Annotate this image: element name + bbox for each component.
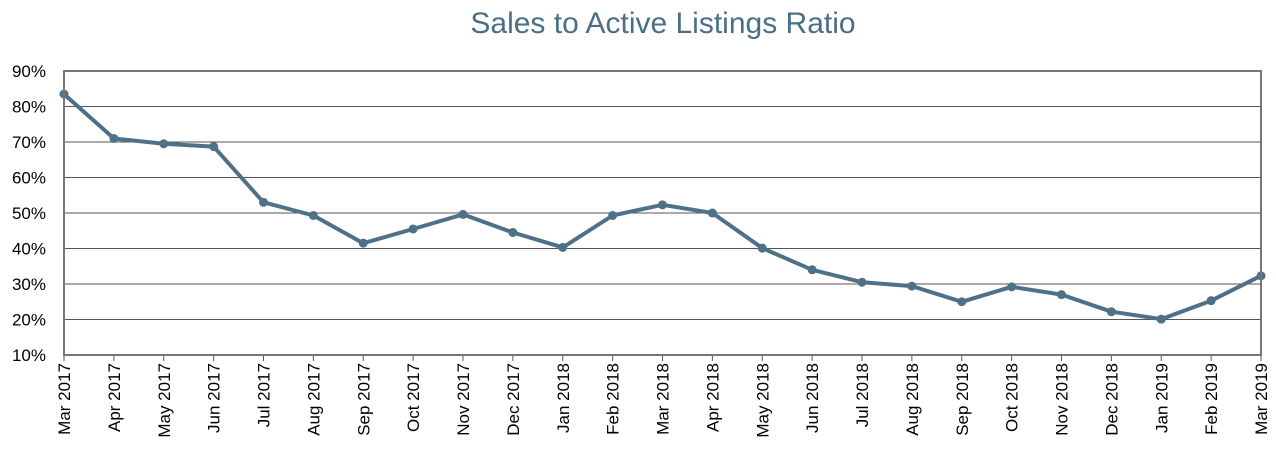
x-tick-label: May 2017 bbox=[155, 363, 174, 438]
y-tick-label: 40% bbox=[12, 240, 46, 259]
data-point bbox=[1106, 307, 1116, 317]
data-point bbox=[1007, 282, 1017, 292]
y-tick-label: 20% bbox=[12, 311, 46, 330]
x-tick-label: Oct 2017 bbox=[404, 363, 423, 432]
x-tick-label: Jul 2018 bbox=[853, 363, 872, 427]
data-point bbox=[558, 242, 568, 252]
data-point bbox=[458, 209, 468, 219]
data-point bbox=[159, 139, 169, 149]
x-tick-label: Feb 2019 bbox=[1202, 363, 1221, 435]
x-tick-label: Mar 2017 bbox=[55, 363, 74, 435]
x-tick-label: Jul 2017 bbox=[255, 363, 274, 427]
x-tick-label: Jun 2018 bbox=[803, 363, 822, 433]
data-point bbox=[508, 228, 518, 238]
x-tick-label: Aug 2018 bbox=[903, 363, 922, 436]
data-point bbox=[358, 238, 368, 248]
x-tick-label: Mar 2019 bbox=[1252, 363, 1271, 435]
x-tick-label: May 2018 bbox=[753, 363, 772, 438]
data-point bbox=[308, 210, 318, 220]
y-tick-label: 60% bbox=[12, 169, 46, 188]
gridlines bbox=[64, 70, 1261, 356]
y-tick-label: 30% bbox=[12, 275, 46, 294]
x-tick-label: Jan 2018 bbox=[554, 363, 573, 433]
y-tick-label: 50% bbox=[12, 204, 46, 223]
chart-title: Sales to Active Listings Ratio bbox=[470, 7, 855, 40]
x-tick-label: Nov 2017 bbox=[454, 363, 473, 436]
data-point bbox=[109, 133, 119, 143]
y-tick-label: 90% bbox=[12, 62, 46, 81]
y-tick-label: 80% bbox=[12, 98, 46, 117]
data-point bbox=[957, 297, 967, 307]
data-point bbox=[1057, 290, 1066, 300]
x-tick-label: Oct 2018 bbox=[1003, 363, 1022, 432]
x-tick-label: Sep 2018 bbox=[953, 363, 972, 436]
x-axis-ticks: Mar 2017 Apr 2017 May 2017 Jun 2017 Jul 2017… bbox=[55, 355, 1271, 438]
x-tick-label: Dec 2018 bbox=[1102, 363, 1121, 436]
data-point bbox=[1156, 314, 1166, 324]
x-tick-label: Jan 2019 bbox=[1152, 363, 1171, 433]
data-point bbox=[1206, 296, 1216, 306]
x-tick-label: Apr 2018 bbox=[703, 363, 722, 432]
x-tick-label: Dec 2017 bbox=[504, 363, 523, 436]
x-tick-label: Mar 2018 bbox=[654, 363, 673, 435]
data-point bbox=[259, 197, 268, 207]
data-point bbox=[608, 210, 618, 220]
data-points bbox=[59, 89, 1266, 324]
y-tick-label: 70% bbox=[12, 133, 46, 152]
data-point bbox=[807, 265, 817, 275]
data-point bbox=[857, 277, 867, 287]
y-axis-ticks: 10% 20% 30% 40% 50% 60% 70% 80% 90% bbox=[12, 62, 46, 365]
x-tick-label: Sep 2017 bbox=[354, 363, 373, 436]
plot-frame bbox=[63, 70, 1262, 356]
x-tick-label: Feb 2018 bbox=[604, 363, 623, 435]
data-point bbox=[707, 208, 717, 218]
x-tick-label: Aug 2017 bbox=[304, 363, 323, 436]
x-tick-label: Apr 2017 bbox=[105, 363, 124, 432]
data-point bbox=[658, 200, 667, 210]
y-tick-label: 10% bbox=[12, 346, 46, 365]
data-point bbox=[757, 243, 767, 253]
x-tick-label: Nov 2018 bbox=[1053, 363, 1072, 436]
data-point bbox=[209, 142, 219, 152]
x-tick-label: Jun 2017 bbox=[205, 363, 224, 433]
data-point bbox=[408, 224, 418, 234]
data-point bbox=[907, 281, 917, 291]
